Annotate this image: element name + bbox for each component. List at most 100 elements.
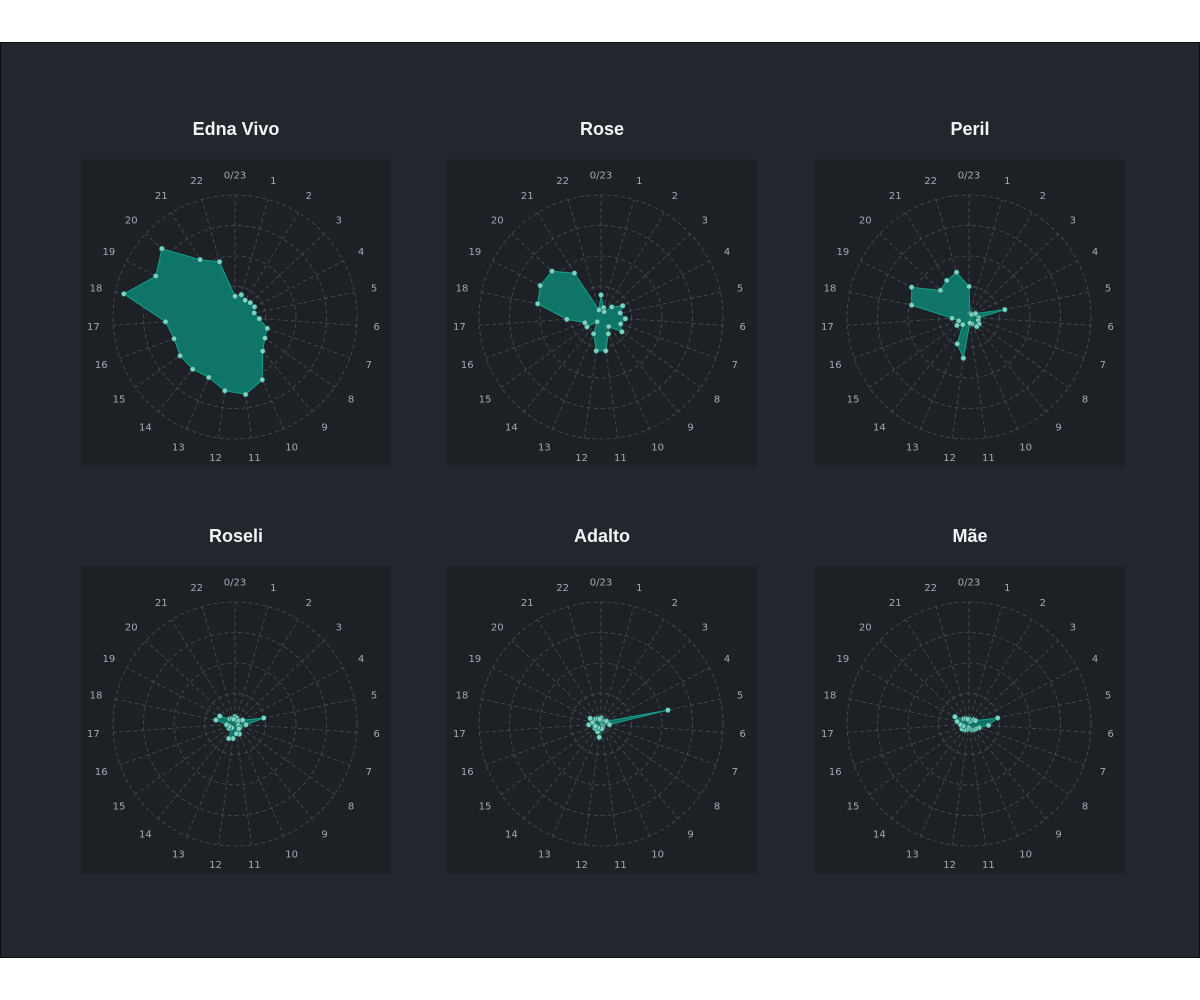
category-label: 22 (190, 583, 203, 594)
category-label: 2 (1040, 598, 1046, 609)
category-label: 3 (702, 623, 708, 634)
grid-ring (907, 255, 1031, 379)
series-points (908, 269, 1008, 361)
category-label: 6 (373, 729, 379, 740)
data-point (618, 328, 625, 335)
grid-spoke (126, 667, 236, 725)
category-label: 14 (505, 830, 518, 841)
radar-plot-area: 0/23 1 2 3 4 5 6 7 8 9 10 11 12 13 14 15 16 17 18 19 20 21 22 (447, 566, 757, 874)
category-label: 19 (837, 247, 850, 258)
grid-spoke (600, 316, 723, 326)
category-label: 0/23 (224, 578, 246, 589)
grid-spoke (600, 640, 691, 725)
panel-title: Rose (579, 119, 624, 139)
grid-spoke (201, 606, 236, 725)
grid-spoke (600, 291, 721, 318)
series-area (537, 270, 626, 352)
data-point (581, 319, 588, 326)
category-label: 7 (1100, 360, 1106, 371)
category-label: 21 (521, 598, 534, 609)
grid-spoke (145, 640, 236, 725)
grid-spoke (217, 723, 236, 845)
data-point (960, 355, 967, 361)
data-point (596, 716, 603, 723)
grid-spoke (968, 619, 1033, 725)
grid-spoke (968, 316, 1069, 388)
data-point (242, 391, 249, 398)
panel-title: Mãe (952, 526, 988, 546)
grid-spoke (600, 316, 619, 438)
data-point (601, 308, 608, 315)
category-label: 16 (95, 767, 108, 778)
category-label: 5 (371, 284, 377, 295)
data-point (121, 290, 127, 297)
chart-dashboard: Edna Vivo 0/23 1 2 3 4 5 6 7 8 9 10 11 12 13 14 15 16 17 18… (0, 42, 1200, 958)
data-point (233, 730, 240, 737)
data-point (259, 376, 266, 383)
data-point (959, 321, 966, 328)
category-label: 21 (889, 191, 902, 202)
category-label: 10 (285, 443, 298, 454)
grid-spoke (157, 723, 236, 819)
data-point (235, 725, 242, 732)
category-label: 18 (824, 284, 837, 295)
grid-ring (173, 662, 297, 786)
grid-spoke (113, 316, 236, 326)
category-label: 15 (479, 394, 492, 405)
grid-spoke (968, 199, 1003, 318)
data-point (159, 245, 165, 252)
data-point (239, 717, 246, 723)
category-label: 8 (348, 394, 354, 405)
series-points (212, 713, 267, 742)
grid-ring (907, 662, 1031, 786)
radar-plot-area: 0/23 1 2 3 4 5 6 7 8 9 10 11 12 13 14 15 16 17 18 19 20 21 22 (81, 159, 391, 467)
series-points (951, 713, 1001, 733)
grid-spoke (119, 316, 236, 359)
data-point (564, 316, 570, 323)
category-label: 8 (1082, 801, 1088, 812)
category-label: 9 (321, 830, 327, 841)
grid-spoke (968, 667, 1078, 725)
data-point (223, 721, 230, 728)
category-label: 16 (829, 360, 842, 371)
grid-spoke (968, 723, 1047, 819)
category-label: 17 (87, 322, 100, 333)
grid-spoke (600, 619, 665, 725)
category-label: 10 (1019, 850, 1032, 861)
data-point (954, 340, 961, 347)
grid-spoke (201, 199, 236, 318)
category-label: 3 (336, 623, 342, 634)
data-point (243, 721, 249, 728)
data-point (608, 304, 615, 310)
category-label: 6 (1107, 729, 1113, 740)
grid-spoke (860, 260, 970, 318)
category-label: 4 (1092, 247, 1098, 258)
grid-spoke (600, 667, 710, 725)
category-label: 18 (90, 691, 103, 702)
grid-spoke (600, 723, 717, 766)
category-label: 14 (505, 423, 518, 434)
radar-grid (112, 601, 358, 847)
grid-spoke (234, 316, 357, 326)
category-label: 18 (824, 691, 837, 702)
category-label: 13 (906, 850, 919, 861)
grid-spoke (968, 698, 1089, 725)
grid-spoke (891, 316, 970, 412)
radar-panel: Adalto 0/23 1 2 3 4 5 6 7 8 9 10 11 12 13 14 15 16 17 18 19 2… (447, 525, 757, 875)
grid-spoke (853, 316, 970, 359)
grid-ring (539, 255, 663, 379)
category-label: 9 (687, 423, 693, 434)
grid-spoke (968, 606, 1003, 725)
category-label: 2 (1040, 191, 1046, 202)
grid-spoke (583, 723, 602, 845)
category-label: 0/23 (958, 578, 980, 589)
grid-spoke (113, 723, 236, 733)
grid-spoke (853, 723, 970, 766)
category-label: 4 (724, 654, 730, 665)
data-point (966, 320, 973, 326)
data-point (593, 347, 600, 354)
